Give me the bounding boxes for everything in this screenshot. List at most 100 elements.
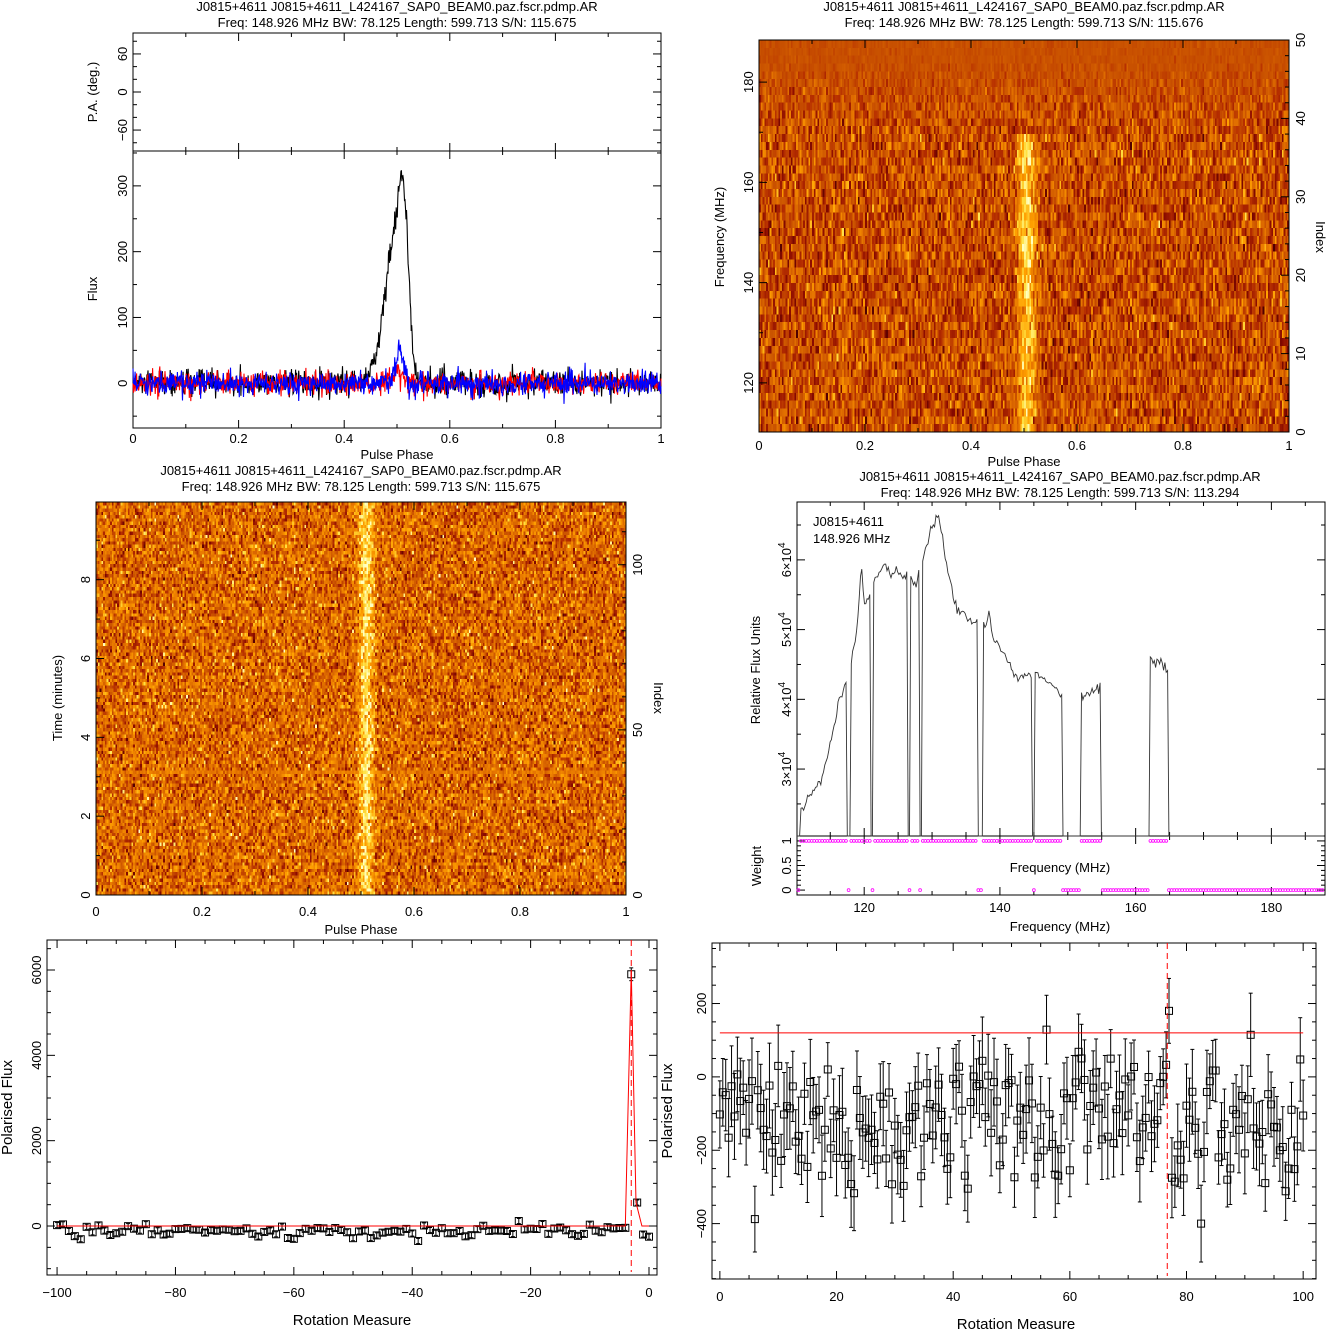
x-tick-label: 1: [1285, 438, 1292, 453]
weight-marker: [915, 839, 920, 843]
data-point: [135, 1226, 144, 1235]
y-tick-label: 60: [115, 47, 130, 61]
x-axis-label: Rotation Measure: [293, 1312, 411, 1329]
y-tick-exponent: 4: [777, 751, 788, 757]
data-point: [1235, 1125, 1244, 1134]
plot-frame: [758, 39, 1290, 433]
plot-title: J0815+4611 J0815+4611_L424167_SAP0_BEAM0…: [859, 469, 1260, 484]
data-point: [803, 1162, 812, 1171]
data-point: [1019, 1130, 1028, 1139]
data-point: [914, 1081, 923, 1090]
data-point: [272, 1230, 281, 1239]
data-point: [550, 1224, 559, 1233]
data-point: [278, 1222, 287, 1231]
data-point: [497, 1226, 506, 1235]
y-tick-mantissa: 4×10: [779, 687, 794, 716]
data-point: [952, 1080, 961, 1089]
data-point: [1112, 1105, 1121, 1114]
y-tick-label: 100: [115, 307, 130, 329]
data-point: [1030, 1173, 1039, 1182]
data-point: [1036, 1103, 1045, 1112]
x-tick-label: 20: [829, 1289, 843, 1304]
data-point: [1065, 1166, 1074, 1175]
y-tick-label: 200: [115, 241, 130, 263]
data-point: [718, 1088, 727, 1097]
weight-marker: [1145, 888, 1150, 892]
data-point: [1194, 1149, 1203, 1158]
data-point: [295, 1229, 304, 1238]
data-point: [1022, 1105, 1031, 1114]
x-tick-label: −20: [520, 1285, 542, 1300]
data-point: [1299, 1111, 1308, 1120]
weight-marker: [1058, 839, 1063, 843]
flux-axis-label: Flux: [85, 276, 100, 301]
y-axis-label: Polarised Flux: [0, 1059, 16, 1155]
y2-tick-label: 0: [1293, 428, 1308, 435]
data-point: [771, 1135, 780, 1144]
x-tick-label: 180: [1261, 900, 1283, 915]
x-tick-label: 0.8: [546, 431, 564, 446]
data-point: [960, 1171, 969, 1180]
data-point: [248, 1229, 257, 1238]
data-point: [847, 1180, 856, 1189]
data-point: [739, 1083, 748, 1092]
data-point: [1077, 1054, 1086, 1063]
data-point: [1162, 1060, 1171, 1069]
data-point: [1188, 1087, 1197, 1096]
data-point: [1083, 1145, 1092, 1154]
data-point: [780, 1110, 789, 1119]
data-point: [850, 1189, 859, 1198]
data-point: [378, 1228, 387, 1237]
y-tick-label: −200: [694, 1136, 709, 1165]
y-tick-label: 0: [115, 88, 130, 95]
data-point: [1092, 1068, 1101, 1077]
data-point: [206, 1226, 215, 1235]
y-tick-label: 0: [78, 891, 93, 898]
data-point: [639, 1230, 648, 1239]
y2-tick-label: 20: [1293, 268, 1308, 282]
x-tick-label: −80: [164, 1285, 186, 1300]
weight-marker: [907, 888, 912, 892]
data-point: [396, 1227, 405, 1236]
data-point: [920, 1133, 929, 1142]
data-point: [1103, 1132, 1112, 1141]
model-line: [57, 969, 650, 1227]
data-point: [870, 1138, 879, 1147]
data-point: [1156, 1079, 1165, 1088]
data-point: [794, 1131, 803, 1140]
data-point: [1132, 1133, 1141, 1142]
data-point: [508, 1230, 517, 1239]
x-axis-label: Frequency (MHz): [1010, 919, 1110, 934]
data-point: [1258, 1128, 1267, 1137]
data-point: [949, 1074, 958, 1083]
data-point: [573, 1231, 582, 1240]
data-point: [1121, 1075, 1130, 1084]
y-axis-label: Frequency (MHz): [712, 187, 727, 287]
y-tick-label: −60: [115, 119, 130, 141]
plot-frame: [711, 942, 1317, 1280]
y-tick-label: 2000: [29, 1126, 44, 1155]
data-point: [443, 1229, 452, 1238]
data-point: [1068, 1094, 1077, 1103]
data-point: [1048, 1139, 1057, 1148]
data-point: [1115, 1091, 1124, 1100]
data-point: [715, 1110, 724, 1119]
data-point: [815, 1105, 824, 1114]
x-tick-label: 0: [129, 431, 136, 446]
data-point: [759, 1125, 768, 1134]
data-point: [750, 1215, 759, 1224]
data-point: [917, 1172, 926, 1181]
data-point: [1223, 1175, 1232, 1184]
data-point: [64, 1226, 73, 1235]
data-point: [1182, 1101, 1191, 1110]
data-point: [372, 1231, 381, 1240]
y2-tick-label: 50: [630, 723, 645, 737]
data-point: [283, 1234, 292, 1243]
data-point: [1086, 1102, 1095, 1111]
data-point: [1147, 1132, 1156, 1141]
data-point: [972, 1082, 981, 1091]
data-point: [873, 1155, 882, 1164]
y2-tick-label: 40: [1293, 111, 1308, 125]
data-point: [937, 1110, 946, 1119]
data-point: [928, 1131, 937, 1140]
